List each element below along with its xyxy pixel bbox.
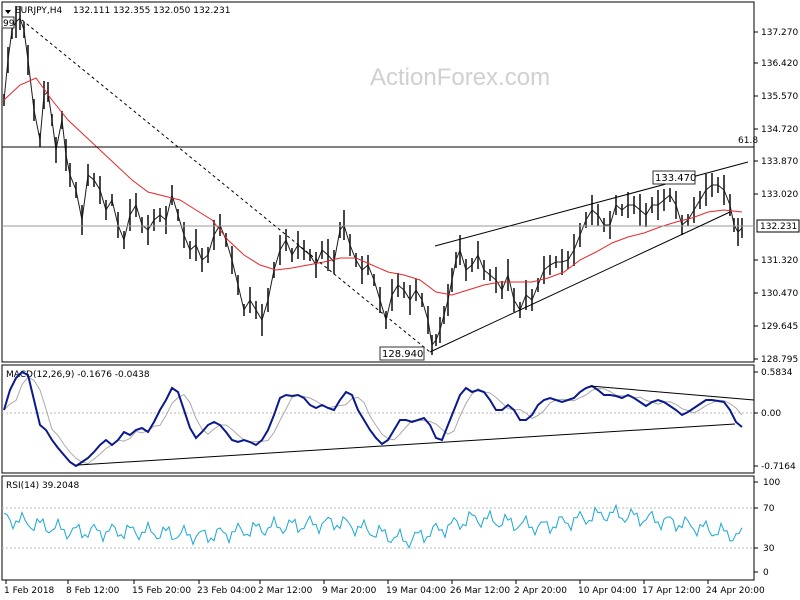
rsi-axis-label: 70 (763, 504, 775, 514)
time-axis-label: 10 Apr 04:00 (578, 586, 637, 596)
time-axis-label: 23 Feb 04:00 (197, 586, 256, 596)
macd-upper-trendline (589, 385, 755, 401)
dropdown-arrow-icon[interactable] (5, 10, 11, 14)
rsi-axis-label: 100 (763, 478, 780, 488)
price-axis-label: 135.570 (761, 92, 798, 102)
current-price-axis-label: 132.231 (760, 222, 797, 232)
macd-axis-label: 0.5834 (761, 368, 793, 378)
wedge-upper-trendline (434, 161, 749, 247)
price-axis-label: 128.795 (761, 355, 798, 365)
high-label-partial: 99 (3, 19, 15, 29)
time-axis-label: 26 Mar 12:00 (450, 586, 510, 596)
macd-signal-line (3, 376, 743, 465)
price-axis: 137.270 136.420 135.570 134.720 133.870 133.0… (754, 28, 798, 365)
price-axis-label: 134.720 (761, 125, 798, 135)
time-axis-label: 19 Mar 04:00 (386, 586, 446, 596)
sma-line (3, 77, 743, 296)
time-axis-label: 24 Apr 20:00 (706, 586, 765, 596)
time-axis-label: 9 Mar 20:00 (322, 586, 377, 596)
time-axis: 1 Feb 2018 8 Feb 12:00 15 Feb 20:00 23 Feb … (4, 580, 765, 596)
rsi-title: RSI(14) 39.2048 (6, 481, 79, 491)
low-price-box (379, 346, 425, 361)
macd-layer (3, 370, 743, 468)
macd-lower-trendline (77, 423, 736, 466)
macd-title: MACD(12,26,9) -0.1676 -0.0438 (6, 370, 150, 380)
price-axis-label: 137.270 (761, 28, 798, 38)
descending-trendline (21, 19, 431, 353)
time-axis-label: 17 Apr 12:00 (642, 586, 701, 596)
price-axis-label: 133.020 (761, 190, 798, 200)
low-price-label: 128.940 (382, 349, 423, 360)
current-price-box (756, 219, 800, 233)
price-layer (3, 6, 743, 355)
macd-panel-frame (1, 364, 755, 474)
macd-axis-label: -0.7164 (761, 462, 796, 472)
fib-label: 61.8 (738, 136, 758, 146)
rsi-axis-label: 0 (763, 568, 769, 578)
rsi-axis-label: 30 (763, 544, 775, 554)
price-axis-label: 136.420 (761, 59, 798, 69)
rsi-line (3, 503, 743, 549)
wedge-lower-trendline (429, 211, 731, 353)
time-axis-label: 1 Feb 2018 (4, 586, 55, 596)
high-price-label: 133.470 (655, 173, 696, 184)
watermark: ActionForex.com (370, 64, 550, 91)
macd-axis: 0.5834 0.00 -0.7164 (754, 368, 796, 472)
price-axis-label: 130.470 (761, 289, 798, 299)
high-price-box (652, 170, 696, 185)
macd-axis-label: 0.00 (761, 409, 781, 419)
price-axis-label: 131.320 (761, 256, 798, 266)
time-axis-label: 2 Mar 12:00 (258, 586, 313, 596)
time-axis-label: 15 Feb 20:00 (132, 586, 191, 596)
price-panel-frame (1, 1, 755, 363)
symbol-title: EURJPY,H4 (15, 6, 63, 16)
time-axis-label: 2 Apr 20:00 (514, 586, 567, 596)
ohlc-values: 132.111 132.355 132.050 132.231 (73, 6, 230, 16)
macd-line (3, 370, 743, 468)
price-axis-label: 133.870 (761, 157, 798, 167)
time-axis-label: 8 Feb 12:00 (66, 586, 120, 596)
rsi-layer (3, 503, 743, 549)
price-line (3, 17, 743, 347)
rsi-axis: 100 70 30 0 (754, 478, 780, 578)
high-label-partial-box (1, 16, 15, 29)
price-axis-label: 129.645 (761, 322, 798, 332)
